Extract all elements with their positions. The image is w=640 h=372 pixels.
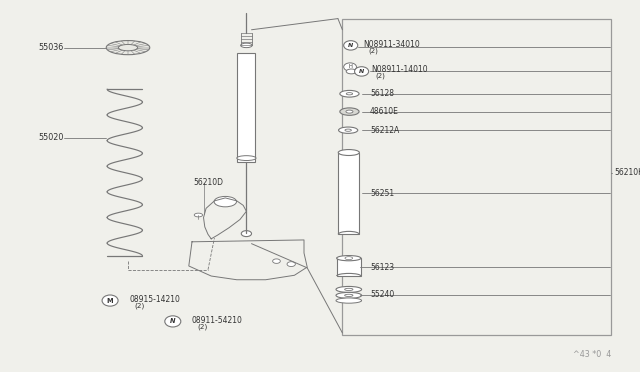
Ellipse shape — [241, 231, 252, 237]
Text: N: N — [359, 69, 364, 74]
Ellipse shape — [355, 67, 369, 76]
Text: (2): (2) — [134, 302, 145, 309]
Text: H: H — [348, 64, 352, 70]
Ellipse shape — [165, 316, 181, 327]
Text: N08911-34010: N08911-34010 — [364, 40, 420, 49]
Ellipse shape — [106, 41, 150, 55]
Text: (2): (2) — [376, 72, 385, 79]
Ellipse shape — [339, 127, 358, 133]
Text: M: M — [107, 298, 113, 304]
Text: 55020: 55020 — [38, 133, 64, 142]
Ellipse shape — [214, 196, 236, 207]
Ellipse shape — [345, 257, 353, 260]
Text: 56212A: 56212A — [370, 126, 399, 135]
Ellipse shape — [195, 213, 202, 217]
Text: 56123: 56123 — [370, 263, 394, 272]
Bar — [237, 53, 255, 162]
Text: (2): (2) — [368, 47, 378, 54]
Bar — [342, 19, 611, 335]
Ellipse shape — [102, 295, 118, 306]
Ellipse shape — [345, 129, 351, 131]
Text: N: N — [170, 318, 175, 324]
Ellipse shape — [273, 259, 280, 263]
Ellipse shape — [346, 69, 356, 74]
Ellipse shape — [344, 294, 353, 296]
Text: 08915-14210: 08915-14210 — [129, 295, 180, 304]
Ellipse shape — [344, 288, 353, 291]
Text: 48610E: 48610E — [370, 107, 399, 116]
Ellipse shape — [336, 292, 362, 298]
Text: 56210K: 56210K — [614, 169, 640, 177]
Ellipse shape — [346, 110, 353, 113]
Ellipse shape — [118, 44, 138, 51]
Ellipse shape — [287, 262, 296, 266]
Text: 55240: 55240 — [370, 290, 394, 299]
Ellipse shape — [340, 108, 359, 115]
Ellipse shape — [241, 43, 252, 48]
Text: N: N — [348, 43, 353, 48]
Ellipse shape — [346, 93, 353, 95]
Ellipse shape — [339, 150, 360, 155]
Text: (2): (2) — [197, 323, 207, 330]
Bar — [339, 153, 360, 234]
Ellipse shape — [340, 90, 359, 97]
Text: 55036: 55036 — [38, 43, 63, 52]
Ellipse shape — [237, 155, 256, 161]
Text: 56210D: 56210D — [193, 178, 223, 187]
Text: ^43 *0  4: ^43 *0 4 — [573, 350, 611, 359]
Text: 08911-54210: 08911-54210 — [192, 316, 243, 325]
Text: N08911-14010: N08911-14010 — [371, 65, 428, 74]
Text: 56128: 56128 — [370, 89, 394, 98]
Bar — [337, 258, 361, 276]
Text: 56251: 56251 — [370, 189, 394, 198]
Ellipse shape — [336, 286, 362, 292]
Ellipse shape — [344, 41, 358, 50]
Ellipse shape — [344, 63, 356, 71]
Ellipse shape — [337, 256, 361, 261]
Ellipse shape — [336, 298, 362, 303]
